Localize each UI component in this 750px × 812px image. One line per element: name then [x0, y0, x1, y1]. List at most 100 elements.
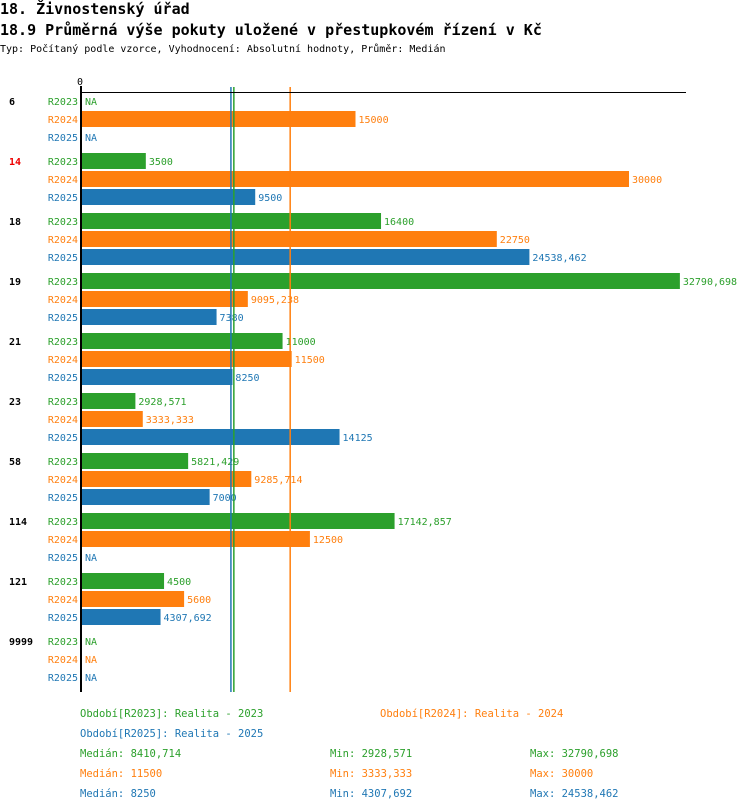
bar	[82, 471, 252, 487]
bar	[82, 189, 256, 205]
bar-value-label: 3500	[149, 157, 173, 168]
bar	[82, 489, 210, 505]
series-label: R2023	[48, 337, 78, 348]
bar-value-label: 4307,692	[164, 613, 212, 624]
stat-max-r2023: Max: 32790,698	[530, 748, 619, 760]
series-label: R2023	[48, 577, 78, 588]
bar	[82, 591, 185, 607]
bar-value-label: NA	[85, 673, 97, 684]
group-label: 19	[9, 277, 21, 288]
series-label: R2023	[48, 277, 78, 288]
bar	[82, 513, 395, 529]
bar-value-label: 7000	[213, 493, 237, 504]
x-tick-0: 0	[77, 77, 83, 88]
bar-value-label: 11000	[286, 337, 316, 348]
bar-value-label: 5821,429	[191, 457, 239, 468]
bar-value-label: 17142,857	[398, 517, 452, 528]
bar	[82, 249, 530, 265]
bar-value-label: 22750	[500, 235, 530, 246]
stat-median-r2024: Medián: 11500	[80, 768, 163, 780]
chart-type-line: Typ: Počítaný podle vzorce, Vyhodnocení:…	[0, 44, 446, 55]
group-label: 58	[9, 457, 21, 468]
stat-min-r2025: Min: 4307,692	[330, 788, 413, 800]
bar-value-label: 11500	[295, 355, 325, 366]
bar-value-label: NA	[85, 97, 97, 108]
bar	[82, 351, 292, 367]
legend-r2025: Období[R2025]: Realita - 2025	[80, 728, 264, 740]
section-title: 18. Živnostenský úřad	[0, 0, 190, 18]
group-label: 21	[9, 337, 21, 348]
bar-value-label: 9095,238	[251, 295, 299, 306]
bar-value-label: 15000	[359, 115, 389, 126]
stat-min-r2024: Min: 3333,333	[330, 768, 413, 780]
bar-value-label: NA	[85, 655, 97, 666]
series-label: R2023	[48, 217, 78, 228]
series-label: R2024	[48, 175, 78, 186]
bar-value-label: 2928,571	[138, 397, 186, 408]
bar	[82, 609, 161, 625]
bar-value-label: 9500	[258, 193, 282, 204]
stat-median-r2023: Medián: 8410,714	[80, 748, 182, 760]
bar-value-label: 32790,698	[683, 277, 737, 288]
series-label: R2025	[48, 373, 78, 384]
bar	[82, 273, 680, 289]
legend-r2024: Období[R2024]: Realita - 2024	[380, 708, 564, 720]
bar-value-label: 4500	[167, 577, 191, 588]
chart-title: 18.9 Průměrná výše pokuty uložené v přes…	[0, 21, 542, 39]
group-label: 23	[9, 397, 21, 408]
series-label: R2023	[48, 157, 78, 168]
bar-value-label: NA	[85, 637, 97, 648]
series-label: R2024	[48, 355, 78, 366]
bar-value-label: 3333,333	[146, 415, 194, 426]
bar	[82, 111, 356, 127]
stat-max-r2024: Max: 30000	[530, 768, 594, 780]
series-label: R2025	[48, 553, 78, 564]
bar	[82, 291, 248, 307]
series-label: R2024	[48, 475, 78, 486]
bar-value-label: 14125	[343, 433, 373, 444]
series-label: R2024	[48, 595, 78, 606]
bar	[82, 453, 189, 469]
series-label: R2024	[48, 115, 78, 126]
bar	[82, 573, 165, 589]
bar	[82, 309, 217, 325]
series-label: R2024	[48, 295, 78, 306]
series-label: R2024	[48, 235, 78, 246]
series-label: R2025	[48, 673, 78, 684]
bar	[82, 393, 136, 409]
series-label: R2023	[48, 97, 78, 108]
bar-value-label: 9285,714	[254, 475, 302, 486]
bar-value-label: NA	[85, 133, 97, 144]
bar-value-label: 8250	[235, 373, 259, 384]
series-label: R2025	[48, 613, 78, 624]
series-label: R2025	[48, 433, 78, 444]
legend-r2023: Období[R2023]: Realita - 2023	[80, 708, 264, 720]
bar	[82, 411, 143, 427]
series-label: R2025	[48, 253, 78, 264]
bar-value-label: 12500	[313, 535, 343, 546]
bar	[82, 429, 340, 445]
series-label: R2024	[48, 655, 78, 666]
series-label: R2023	[48, 457, 78, 468]
group-label: 14	[9, 157, 21, 168]
bar	[82, 231, 497, 247]
bar-value-label: 24538,462	[532, 253, 586, 264]
bar	[82, 333, 283, 349]
group-label: 114	[9, 517, 27, 528]
group-label: 9999	[9, 637, 33, 648]
series-label: R2023	[48, 397, 78, 408]
series-label: R2024	[48, 415, 78, 426]
bar	[82, 171, 629, 187]
stat-max-r2025: Max: 24538,462	[530, 788, 619, 800]
bar-chart: 0 6 R2023 NA R2024 15000 R2025 NA 14 R2023 3500 R20…	[9, 77, 737, 692]
series-label: R2025	[48, 313, 78, 324]
stat-median-r2025: Medián: 8250	[80, 788, 156, 800]
series-label: R2023	[48, 517, 78, 528]
series-label: R2023	[48, 637, 78, 648]
group-label: 6	[9, 97, 15, 108]
series-label: R2025	[48, 133, 78, 144]
stat-min-r2023: Min: 2928,571	[330, 748, 413, 760]
series-label: R2024	[48, 535, 78, 546]
series-label: R2025	[48, 493, 78, 504]
bar-value-label: 30000	[632, 175, 662, 186]
